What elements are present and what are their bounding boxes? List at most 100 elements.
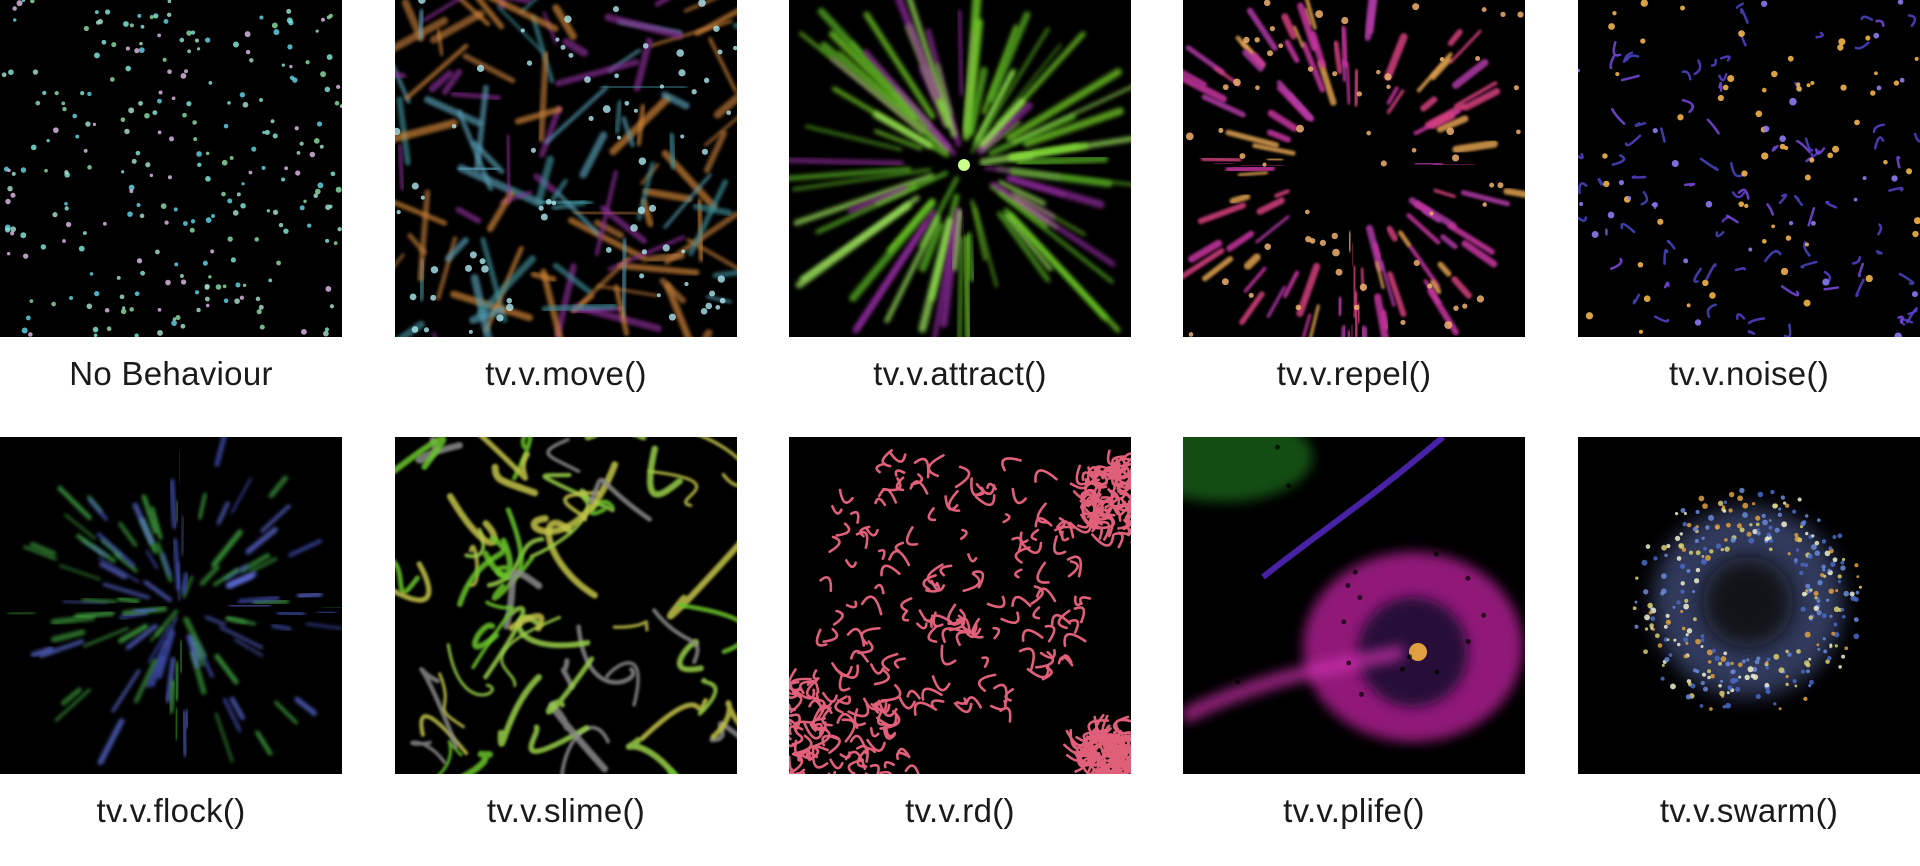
swarm-particle bbox=[1690, 683, 1696, 689]
particle-dot bbox=[171, 320, 177, 326]
swarm-particle bbox=[1853, 596, 1859, 602]
swarm-particle bbox=[1730, 661, 1734, 666]
noise-trail bbox=[1823, 270, 1832, 283]
swarm-particle bbox=[1795, 548, 1800, 552]
particle-dot bbox=[175, 315, 181, 321]
swarm-particle bbox=[1781, 521, 1788, 528]
turing-stripe bbox=[873, 669, 890, 686]
particle-dot bbox=[10, 226, 17, 233]
particle-dot bbox=[1429, 211, 1434, 216]
flock-agent bbox=[60, 687, 82, 706]
swarm-particle bbox=[1782, 501, 1787, 505]
repulsion-streak bbox=[1200, 156, 1242, 163]
noise-trail bbox=[1875, 250, 1883, 255]
particle-dot bbox=[205, 151, 210, 156]
swarm-particle bbox=[1778, 707, 1782, 711]
swarm-particle bbox=[1801, 591, 1807, 597]
motion-streak bbox=[455, 206, 482, 224]
flock-agent bbox=[169, 478, 178, 529]
swarm-particle bbox=[1650, 616, 1656, 622]
swarm-particle bbox=[1809, 679, 1814, 685]
particle-dot bbox=[1738, 30, 1745, 37]
turing-stripe bbox=[941, 627, 966, 644]
particle-dot bbox=[180, 323, 186, 329]
turing-stripe bbox=[986, 595, 1006, 609]
turing-stripe bbox=[954, 465, 971, 489]
repulsion-streak bbox=[1256, 197, 1285, 215]
particle-dot bbox=[7, 185, 13, 192]
swarm-particle bbox=[1794, 532, 1799, 538]
swarm-particle bbox=[1705, 525, 1710, 530]
particle-dot bbox=[296, 151, 301, 155]
repulsion-streak bbox=[1301, 41, 1326, 93]
particle-dot bbox=[204, 284, 210, 290]
particle-dot bbox=[149, 173, 154, 178]
noise-trail bbox=[1610, 108, 1626, 125]
flock-agent bbox=[182, 575, 194, 599]
particle-dot bbox=[1913, 217, 1920, 225]
swarm-particle bbox=[1700, 638, 1705, 643]
turing-stripe bbox=[834, 695, 848, 714]
turing-stripe bbox=[862, 697, 880, 711]
particle-dot bbox=[1615, 71, 1620, 77]
flock-agent bbox=[214, 437, 227, 467]
swarm-particle bbox=[1853, 617, 1859, 623]
particle-dot bbox=[94, 10, 99, 15]
repulsion-streak bbox=[1440, 234, 1458, 250]
swarm-particle bbox=[1681, 626, 1686, 631]
particle-dot bbox=[1239, 153, 1246, 160]
turing-stripe bbox=[972, 570, 985, 589]
noise-trail bbox=[1681, 70, 1692, 81]
particle-dot bbox=[1640, 0, 1648, 7]
swarm-particle bbox=[1756, 528, 1760, 532]
particle-dot bbox=[94, 52, 100, 59]
slime-network-visual bbox=[395, 437, 737, 774]
turing-stripe bbox=[1120, 462, 1131, 475]
repulsion-streak bbox=[1353, 290, 1360, 337]
motion-streak bbox=[436, 28, 444, 56]
particle-dot bbox=[270, 119, 275, 124]
turing-stripe bbox=[815, 692, 833, 710]
turing-stripe bbox=[1034, 516, 1053, 528]
motion-streak bbox=[552, 262, 593, 295]
particle-dot bbox=[1341, 16, 1349, 25]
particle-dot bbox=[530, 147, 536, 153]
particle-dot bbox=[1891, 175, 1898, 182]
particle-dot bbox=[152, 110, 158, 116]
swarm-particle bbox=[1709, 707, 1713, 711]
motion-streak bbox=[593, 219, 625, 239]
turing-stripe bbox=[955, 616, 972, 635]
particle-dot bbox=[1335, 268, 1343, 276]
particle-dot bbox=[1278, 43, 1284, 49]
particle-dot bbox=[46, 138, 50, 143]
swarm-particle bbox=[1680, 507, 1686, 513]
swarm-particle bbox=[1804, 631, 1811, 638]
swarm-particle bbox=[1723, 651, 1728, 656]
particle-dot bbox=[273, 29, 280, 36]
swarm-particle bbox=[1755, 693, 1761, 700]
particle-dot bbox=[173, 207, 178, 212]
noise-trail bbox=[1705, 263, 1717, 281]
turing-stripe bbox=[789, 680, 800, 695]
motion-streak bbox=[514, 106, 563, 125]
attraction-ray bbox=[1011, 85, 1131, 144]
swarm-particle bbox=[1700, 645, 1704, 648]
particle-dot bbox=[92, 326, 99, 333]
swarm-particle bbox=[1766, 657, 1771, 662]
repulsion-streak bbox=[1420, 96, 1438, 112]
turing-stripe bbox=[1057, 609, 1071, 630]
slime-vein bbox=[666, 541, 737, 620]
flock-agent bbox=[180, 515, 185, 556]
slime-vein bbox=[545, 656, 595, 715]
particle-dot bbox=[180, 72, 187, 79]
swarm-particle bbox=[1728, 491, 1735, 498]
particle-dot bbox=[6, 251, 11, 256]
swarm-particle bbox=[1810, 544, 1817, 551]
particle-dot bbox=[1738, 201, 1745, 208]
flock-agent bbox=[39, 639, 85, 658]
attraction-ray bbox=[979, 98, 1026, 148]
particle-dot bbox=[1762, 125, 1770, 133]
particle-dot bbox=[123, 21, 129, 27]
turing-stripe bbox=[955, 630, 978, 647]
particle-dot bbox=[211, 214, 216, 218]
